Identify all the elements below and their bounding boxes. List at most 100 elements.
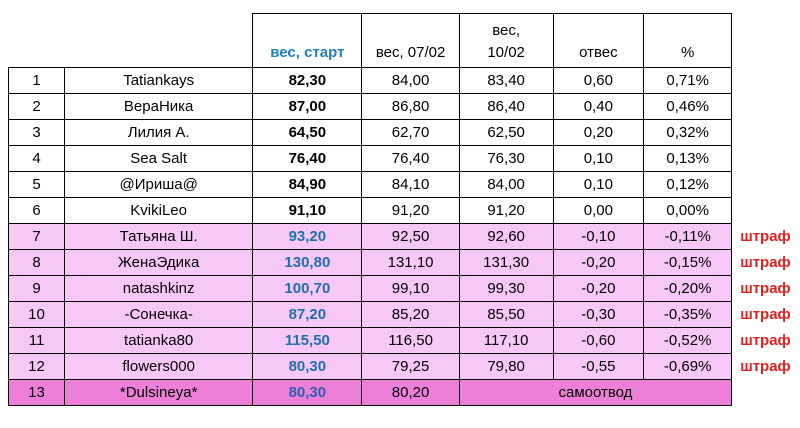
penalty-label: штраф [731,353,800,380]
participant-name: KvikiLeo [64,197,254,224]
header-percent: % [643,13,733,68]
weight-1002: 99,30 [458,275,554,302]
penalty-empty [732,380,800,406]
weight-loss-percent: -0,52% [643,327,733,354]
row-number: 7 [7,223,66,250]
header-start-weight: вес, старт [252,13,363,68]
row-number: 6 [7,197,66,224]
row-number: 1 [7,67,66,94]
row-number: 5 [7,171,66,198]
participant-name: ЖенаЭдика [64,249,254,276]
table-row: 6 KvikiLeo 91,10 91,20 91,20 0,00 0,00% [7,197,800,224]
weight-loss: 0,00 [552,197,645,224]
participant-name: Лилия А. [64,119,254,146]
penalty-label: штраф [731,249,800,276]
start-weight: 64,50 [252,119,363,146]
penalty-label: штраф [731,301,800,328]
row-number: 10 [7,301,66,328]
weight-1002: 85,50 [458,301,554,328]
weight-1002: 84,00 [458,171,554,198]
row-number: 3 [7,119,66,146]
participant-name: Tatiankays [64,67,254,94]
weight-1002: 83,40 [458,67,554,94]
weight-loss-percent: 0,32% [643,119,733,146]
weight-loss-percent: 0,12% [643,171,733,198]
start-weight: 130,80 [252,249,363,276]
weight-0702: 79,25 [361,353,460,380]
table-row: 11 tatianka80 115,50 116,50 117,10 -0,60 -0,52… [7,327,800,354]
start-weight: 91,10 [252,197,363,224]
weight-loss: 0,40 [552,93,645,120]
header-blank-name [64,13,253,68]
table-row: 12 flowers000 80,30 79,25 79,80 -0,55 -0,69% шт… [7,353,800,380]
weight-loss: 0,20 [552,119,645,146]
penalty-empty [732,172,800,198]
weight-loss-percent: -0,35% [643,301,733,328]
penalty-label: штраф [731,327,800,354]
penalty-empty [732,198,800,224]
table-row: 4 Sea Salt 76,40 76,40 76,30 0,10 0,13% [7,145,800,172]
header-loss: отвес [552,13,645,68]
weight-loss: 0,10 [552,171,645,198]
header-weight-1002-line1: вес, [492,22,521,39]
weight-0702: 116,50 [361,327,460,354]
participant-name: Sea Salt [64,145,254,172]
row-number: 2 [7,93,66,120]
weight-loss-percent: -0,11% [643,223,733,250]
weight-1002: 131,30 [458,249,554,276]
start-weight: 80,30 [252,379,363,406]
weight-loss: 0,60 [552,67,645,94]
participant-name: *Dulsineya* [64,379,254,406]
withdrawn-row: 13 *Dulsineya* 80,30 80,20 самоотвод [7,379,800,406]
start-weight: 100,70 [252,275,363,302]
weight-loss-percent: -0,15% [643,249,733,276]
weight-loss: -0,55 [552,353,645,380]
header-weight-0702: вес, 07/02 [361,13,460,68]
weight-0702: 84,10 [361,171,460,198]
table-body: вес, старт вес, 07/02 вес, 10/02 отвес %… [7,13,800,406]
weight-0702: 76,40 [361,145,460,172]
weight-1002: 79,80 [458,353,554,380]
weight-0702: 92,50 [361,223,460,250]
weight-loss: 0,10 [552,145,645,172]
row-number: 13 [7,379,66,406]
weight-1002: 91,20 [458,197,554,224]
start-weight: 87,20 [252,301,363,328]
table-row: 5 @Ириша@ 84,90 84,10 84,00 0,10 0,12% [7,171,800,198]
penalty-label: штраф [731,275,800,302]
row-number: 4 [7,145,66,172]
row-number: 8 [7,249,66,276]
weight-loss-percent: -0,69% [643,353,733,380]
weight-1002: 86,40 [458,93,554,120]
participant-name: -Сонечка- [64,301,254,328]
header-weight-1002: вес, 10/02 [458,13,554,68]
penalty-empty [732,94,800,120]
weight-loss-percent: 0,71% [643,67,733,94]
table-row: 8 ЖенаЭдика 130,80 131,10 131,30 -0,20 -0,15% ш… [7,249,800,276]
table-row: 1 Tatiankays 82,30 84,00 83,40 0,60 0,71% [7,67,800,94]
weight-1002: 117,10 [458,327,554,354]
start-weight: 82,30 [252,67,363,94]
weight-loss: -0,30 [552,301,645,328]
weight-0702: 84,00 [361,67,460,94]
weight-1002: 62,50 [458,119,554,146]
row-number: 9 [7,275,66,302]
weight-0702: 99,10 [361,275,460,302]
table-row: 9 natashkinz 100,70 99,10 99,30 -0,20 -0,20% шт… [7,275,800,302]
weight-loss-percent: -0,20% [643,275,733,302]
weight-loss-percent: 0,46% [643,93,733,120]
participant-name: flowers000 [64,353,254,380]
start-weight: 87,00 [252,93,363,120]
table-row: 3 Лилия А. 64,50 62,70 62,50 0,20 0,32% [7,119,800,146]
participant-name: tatianka80 [64,327,254,354]
table-row: 10 -Сонечка- 87,20 85,20 85,50 -0,30 -0,35% штр… [7,301,800,328]
weight-0702: 62,70 [361,119,460,146]
table-row: 2 ВераНика 87,00 86,80 86,40 0,40 0,46% [7,93,800,120]
weight-1002: 76,30 [458,145,554,172]
weight-0702: 91,20 [361,197,460,224]
participant-name: natashkinz [64,275,254,302]
row-number: 11 [7,327,66,354]
penalty-label: штраф [731,223,800,250]
weight-loss: -0,20 [552,249,645,276]
table-row: 7 Татьяна Ш. 93,20 92,50 92,60 -0,10 -0,11% штр… [7,223,800,250]
